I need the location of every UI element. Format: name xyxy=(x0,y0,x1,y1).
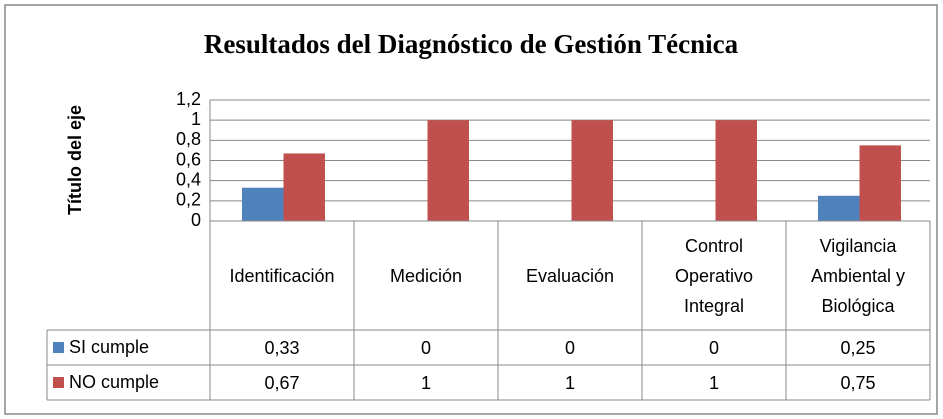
bar xyxy=(818,195,860,221)
legend-swatch xyxy=(53,377,64,388)
data-label: 0 xyxy=(420,337,431,358)
data-label: 0 xyxy=(708,337,719,358)
category-label: Evaluación xyxy=(525,265,615,286)
data-label: 1 xyxy=(420,372,431,393)
data-label: 0,33 xyxy=(264,337,300,358)
y-tick-label: 0,8 xyxy=(176,129,201,149)
chart-title: Resultados del Diagnóstico de Gestión Té… xyxy=(204,29,739,59)
data-label: 0 xyxy=(564,337,575,358)
y-tick-label: 0,4 xyxy=(176,169,201,189)
y-tick-label: 0 xyxy=(191,210,201,230)
y-tick-label: 1,2 xyxy=(176,89,201,109)
legend-entry: NO cumple xyxy=(47,365,210,400)
y-tick-label: 0,6 xyxy=(176,149,201,169)
bar xyxy=(242,187,284,221)
data-label: 0,75 xyxy=(840,372,876,393)
category-label: Identificación xyxy=(229,265,335,286)
legend-entry: SI cumple xyxy=(47,330,210,365)
data-label: 0,25 xyxy=(840,337,876,358)
bar xyxy=(859,145,901,221)
data-label: 1 xyxy=(708,372,719,393)
legend-label: SI cumple xyxy=(69,337,150,357)
y-tick-label: 0,2 xyxy=(176,190,201,210)
legend-label: NO cumple xyxy=(69,372,160,392)
chart-border xyxy=(4,4,938,415)
category-label: Vigilancia Ambiental y Biológica xyxy=(810,235,906,316)
bar xyxy=(427,120,469,221)
bar xyxy=(283,153,325,221)
bar xyxy=(571,120,613,221)
data-label: 0,67 xyxy=(264,372,300,393)
y-tick-label: 1 xyxy=(191,109,201,129)
legend-swatch xyxy=(53,342,64,353)
data-label: 1 xyxy=(564,372,575,393)
category-label: Medición xyxy=(389,265,463,286)
bar xyxy=(715,120,757,221)
y-axis-title: Título del eje xyxy=(65,105,85,215)
category-label: Control Operativo Integral xyxy=(674,235,754,316)
